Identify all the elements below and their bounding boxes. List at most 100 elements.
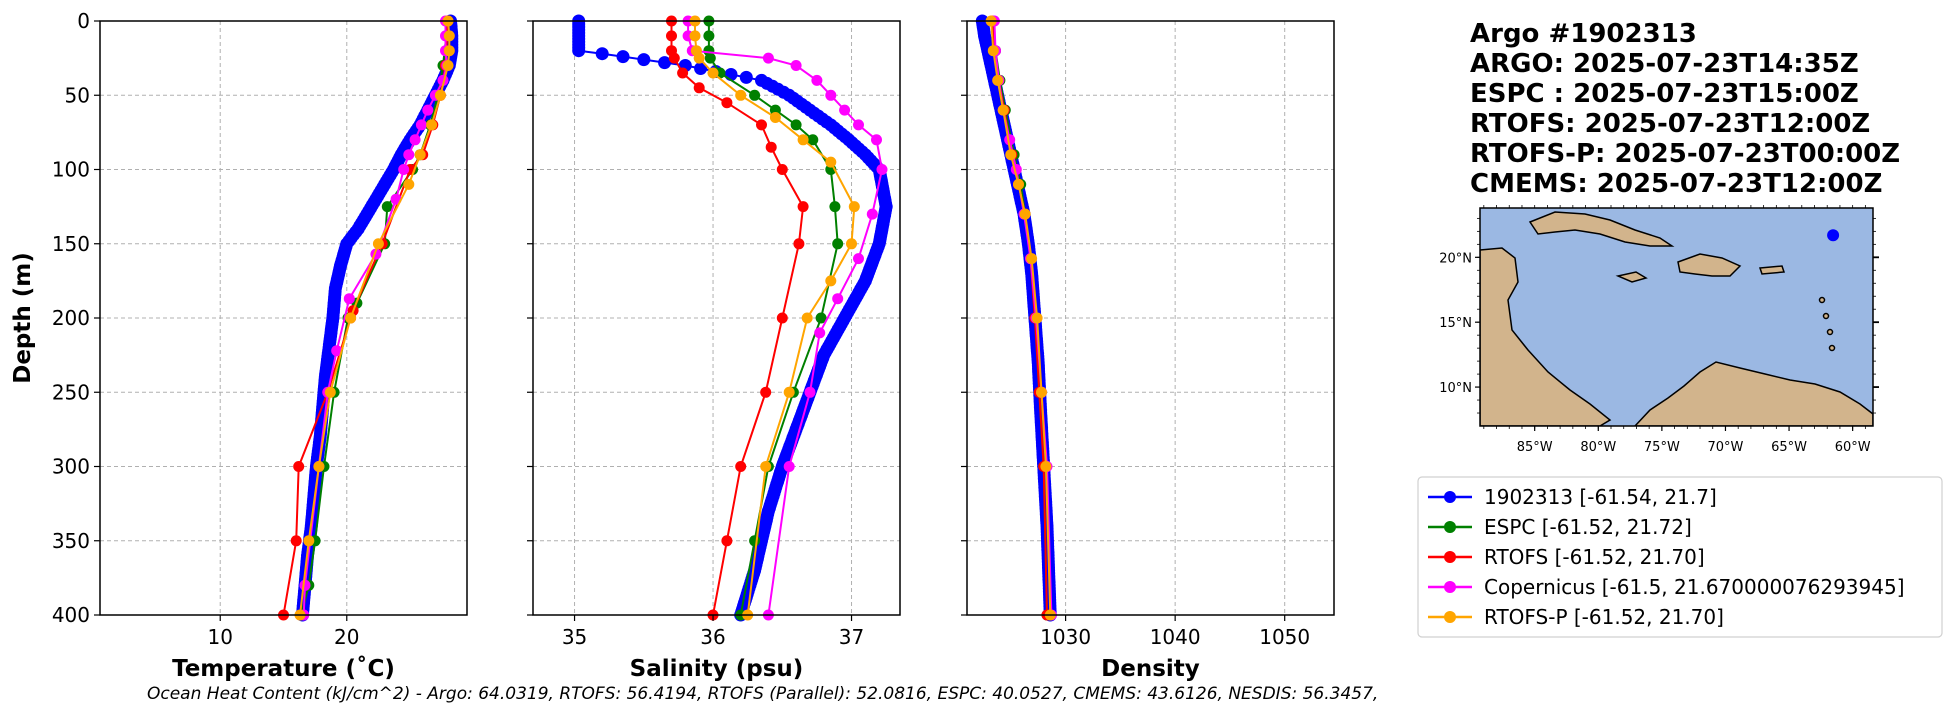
- data-point: [689, 30, 701, 42]
- legend-label-espc: ESPC [-61.52, 21.72]: [1484, 515, 1692, 539]
- series-rtofs-p: [294, 15, 455, 621]
- land-antilles-4: [1828, 344, 1836, 352]
- data-point: [693, 52, 705, 64]
- data-point: [721, 535, 733, 547]
- data-point: [825, 156, 837, 168]
- data-point: [299, 579, 311, 591]
- info-line-espc-time: ESPC : 2025-07-23T15:00Z: [1470, 79, 1859, 109]
- map-lat-label: 15°N: [1439, 316, 1472, 331]
- salinity-panel: 35 36 37 Salinity (psu): [527, 14, 901, 682]
- legend-marker: [1444, 491, 1456, 503]
- data-point: [443, 30, 455, 42]
- data-point: [409, 134, 421, 146]
- data-point: [442, 60, 454, 71]
- data-point: [707, 67, 719, 79]
- data-point: [815, 312, 827, 324]
- land-antilles-3: [1826, 328, 1834, 336]
- x-tick-label: 1040: [1150, 625, 1201, 649]
- y-axis-label: Depth (m): [10, 252, 36, 384]
- data-point: [1031, 312, 1043, 324]
- data-point: [871, 134, 882, 146]
- data-point: [616, 50, 630, 64]
- y-tick-label: 0: [77, 9, 90, 33]
- legend-marker: [1444, 551, 1456, 563]
- data-point: [331, 345, 343, 357]
- data-point: [677, 67, 689, 79]
- legend-marker: [1444, 611, 1456, 623]
- data-point: [735, 89, 747, 101]
- location-map: 20°N 15°N 10°N 85°W 80°W 75°W 70°W 65°W 60°W: [1439, 205, 1879, 455]
- land-cuba: [1528, 211, 1675, 247]
- data-point: [1026, 253, 1038, 265]
- land-antilles-1: [1818, 296, 1826, 304]
- data-point: [721, 97, 733, 109]
- map-lat-label: 20°N: [1439, 251, 1472, 266]
- land-puerto-rico: [1758, 265, 1786, 275]
- density-panel: 1030 1040 1050 Density: [961, 14, 1335, 682]
- data-point: [403, 149, 415, 161]
- data-point: [846, 238, 857, 250]
- data-point: [1040, 461, 1052, 472]
- data-point: [783, 461, 795, 472]
- data-point: [426, 119, 438, 131]
- land-south-america: [1633, 361, 1873, 426]
- data-point: [372, 238, 384, 250]
- data-point: [694, 62, 708, 75]
- data-point: [765, 141, 777, 153]
- data-point: [704, 52, 716, 64]
- data-point: [666, 30, 677, 42]
- data-point: [398, 164, 410, 175]
- data-point: [345, 312, 357, 324]
- data-point: [801, 312, 813, 324]
- series-rtofs-p: [985, 15, 1056, 621]
- data-point: [839, 104, 851, 116]
- data-point: [760, 386, 772, 398]
- info-line-rtofsp-time: RTOFS-P: 2025-07-23T00:00Z: [1470, 139, 1900, 169]
- data-point: [735, 461, 747, 472]
- legend-label-rtofs: RTOFS [-61.52, 21.70]: [1484, 545, 1705, 569]
- map-lon-label: 65°W: [1771, 440, 1807, 455]
- y-tick-label: 350: [52, 529, 90, 553]
- data-point: [313, 461, 325, 472]
- y-tick-label: 150: [52, 232, 90, 256]
- x-tick-label: 10: [207, 625, 232, 649]
- map-lon-label: 85°W: [1517, 440, 1553, 455]
- x-axis-label: Salinity (psu): [630, 656, 804, 682]
- legend-label-copernicus: Copernicus [-61.5, 21.670000076293945]: [1484, 575, 1905, 599]
- data-point: [776, 164, 788, 175]
- x-tick-label: 36: [700, 625, 725, 649]
- float-location-marker: [1827, 229, 1840, 242]
- data-point: [1005, 149, 1017, 161]
- data-point: [876, 164, 888, 175]
- map-lon-label: 70°W: [1708, 440, 1744, 455]
- series-rtofs: [666, 15, 809, 621]
- temperature-panel: 10 20050100150200250300350400Temperature …: [10, 9, 468, 682]
- info-line-argo-time: ARGO: 2025-07-23T14:35Z: [1470, 49, 1859, 79]
- map-lon-label: 80°W: [1580, 440, 1616, 455]
- data-point: [303, 535, 315, 547]
- data-point: [814, 327, 826, 339]
- map-lon-label: 60°W: [1835, 440, 1871, 455]
- map-frame: [1479, 207, 1874, 427]
- legend-entry-argo: 1902313 [-61.54, 21.7]: [1428, 485, 1717, 509]
- info-block: Argo #1902313 ARGO: 2025-07-23T14:35Z ES…: [1470, 19, 1900, 199]
- x-axis-label: Density: [1101, 656, 1200, 682]
- y-tick-label: 400: [52, 603, 90, 627]
- data-point: [992, 74, 1004, 86]
- data-point: [832, 293, 844, 305]
- data-point: [434, 89, 446, 101]
- info-line-rtofs-time: RTOFS: 2025-07-23T12:00Z: [1470, 109, 1870, 139]
- data-point: [422, 104, 434, 116]
- x-tick-label: 1050: [1259, 625, 1310, 649]
- data-point: [414, 149, 426, 161]
- data-point: [987, 45, 999, 57]
- data-point: [658, 56, 672, 70]
- legend: 1902313 [-61.54, 21.7] ESPC [-61.52, 21.…: [1417, 476, 1943, 638]
- data-point: [290, 535, 302, 547]
- y-tick-label: 100: [52, 158, 90, 182]
- y-tick-label: 200: [52, 306, 90, 330]
- y-tick-label: 250: [52, 380, 90, 404]
- data-point: [693, 82, 705, 94]
- legend-entry-espc: ESPC [-61.52, 21.72]: [1428, 515, 1692, 539]
- data-point: [811, 74, 823, 86]
